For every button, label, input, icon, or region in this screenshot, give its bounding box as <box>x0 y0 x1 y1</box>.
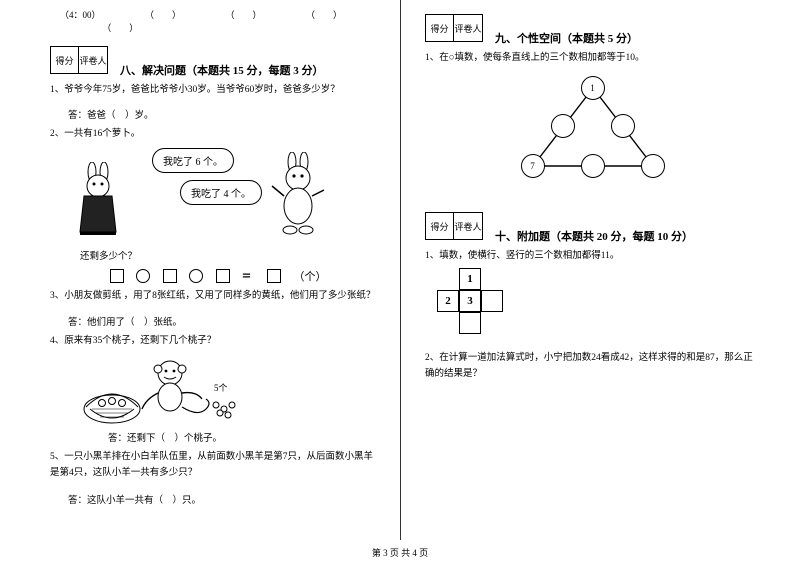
page-footer: 第 3 页 共 4 页 <box>0 546 800 559</box>
eq-unit: （个） <box>294 270 327 283</box>
score-box-9: 得分 评卷人 <box>425 14 483 42</box>
eq-op <box>136 269 150 283</box>
blank-1: （ ） <box>145 10 181 20</box>
q8-2: 2、一共有16个萝卜。 <box>50 126 380 142</box>
q8-4-ans: 答：还剩下（ ）个桃子。 <box>90 431 380 447</box>
tri-node-br <box>641 154 665 178</box>
q10-2: 2、在计算一道加法算式时，小宁把加数24看成42，这样求得的和是87，那么正确的… <box>425 350 760 382</box>
eq-op <box>189 269 203 283</box>
time-val: （4：00） <box>60 10 101 20</box>
reviewer-label: 评卷人 <box>454 213 482 239</box>
score-label: 得分 <box>51 47 79 73</box>
blank-2: （ ） <box>226 10 262 20</box>
peach-count-label: 5个 <box>214 381 228 394</box>
monkey-scene: 5个 <box>78 351 258 429</box>
reviewer-label: 评卷人 <box>454 15 482 41</box>
tri-node-mr <box>611 114 635 138</box>
cross-mid-c: 3 <box>459 290 481 312</box>
cross-mid-r <box>481 290 503 312</box>
time-row: （4：00） （ ） （ ） （ ） （ ） <box>50 8 380 34</box>
rabbit-scene: 我吃了 6 个。 我吃了 4 个。 <box>70 144 330 244</box>
tri-node-top: 1 <box>581 76 605 100</box>
q10-1: 1、填数，使横行、竖行的三个数相加都得11。 <box>425 248 760 264</box>
tri-node-bl: 7 <box>521 154 545 178</box>
speech-bubble-2: 我吃了 4 个。 <box>180 180 262 205</box>
q8-4: 4、原来有35个桃子，还剩下几个桃子？ <box>50 333 380 349</box>
blank-4: （ ） <box>102 23 138 33</box>
q8-5: 5、一只小黑羊排在小白羊队伍里，从前面数小黑羊是第7只，从后面数小黑羊是第4只，… <box>50 449 380 481</box>
q8-1-ans: 答：爸爸（ ）岁。 <box>50 108 380 124</box>
q8-2-remain: 还剩多少个？ <box>80 248 380 262</box>
cross-grid: 1 2 3 <box>437 268 503 334</box>
tri-node-bm <box>581 154 605 178</box>
rabbit-left-icon <box>70 162 130 236</box>
score-label: 得分 <box>426 213 454 239</box>
q9-1: 1、在○填数，使每条直线上的三个数相加都等于10。 <box>425 50 760 66</box>
score-label: 得分 <box>426 15 454 41</box>
score-box-8: 得分 评卷人 <box>50 46 108 74</box>
equation-row: = （个） <box>110 268 380 284</box>
q8-1: 1、爷爷今年75岁，爸爸比爷爷小30岁。当爷爷60岁时，爸爸多少岁？ <box>50 82 380 98</box>
cross-bot <box>459 312 481 334</box>
q8-3: 3、小朋友做剪纸 ，用了8张红纸，又用了同样多的黄纸，他们用了多少张纸？ <box>50 288 380 304</box>
q8-3-ans: 答：他们用了（ ）张纸。 <box>50 315 380 331</box>
rabbit-right-icon <box>268 152 330 238</box>
cross-mid-l: 2 <box>437 290 459 312</box>
eq-box <box>267 269 281 283</box>
speech-bubble-1: 我吃了 6 个。 <box>152 148 234 173</box>
tri-node-ml <box>551 114 575 138</box>
blank-3: （ ） <box>306 10 342 20</box>
score-box-10: 得分 评卷人 <box>425 212 483 240</box>
cross-top: 1 <box>459 268 481 290</box>
q8-5-ans: 答：这队小羊一共有（ ）只。 <box>50 493 380 509</box>
eq-box <box>110 269 124 283</box>
triangle-diagram: 1 7 <box>513 72 673 182</box>
eq-box <box>216 269 230 283</box>
eq-box <box>163 269 177 283</box>
reviewer-label: 评卷人 <box>79 47 107 73</box>
